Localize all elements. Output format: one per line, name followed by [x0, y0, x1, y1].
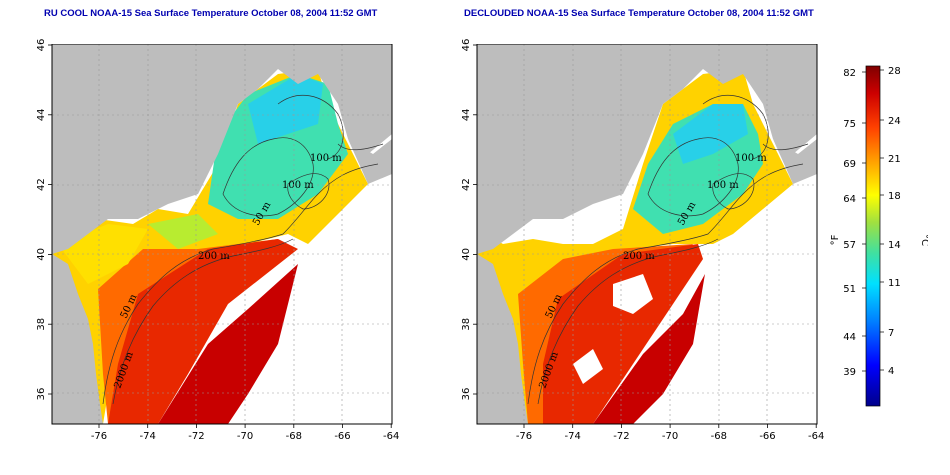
c-tick-label: 7 [888, 328, 894, 339]
fahrenheit-label: °F [830, 234, 841, 245]
sst-field-right [477, 69, 793, 424]
x-tick-label: -74 [565, 431, 581, 442]
temperature-colorbar: 82 75 69 64 57 51 44 39 28 24 21 18 14 11 7 4 °F °C [830, 65, 928, 407]
c-tick-label: 24 [888, 116, 901, 127]
f-tick-label: 39 [843, 367, 856, 378]
celsius-label: °C [919, 234, 928, 246]
y-tick-label: 38 [36, 318, 47, 331]
right-map-title: DECLOUDED NOAA-15 Sea Surface Temperatur… [464, 8, 814, 19]
x-tick-label: -70 [662, 431, 678, 442]
c-tick-label: 21 [888, 154, 901, 165]
land-left [52, 44, 392, 424]
colorbar-gradient [865, 65, 881, 407]
y-tick-label: 40 [461, 248, 472, 261]
x-tick-label: -72 [613, 431, 629, 442]
contour-label: 200 m [198, 251, 230, 262]
c-tick-label: 18 [888, 191, 901, 202]
contour-label: 100 m [735, 153, 767, 164]
x-tick-label: -68 [286, 431, 302, 442]
x-tick-label: -66 [334, 431, 350, 442]
bathymetry-contours-left [102, 95, 384, 405]
f-tick-label: 69 [843, 159, 856, 170]
x-tick-label: -64 [383, 431, 399, 442]
contour-label: 100 m [282, 180, 314, 191]
y-tick-label: 40 [36, 248, 47, 261]
x-tick-label: -70 [237, 431, 253, 442]
c-tick-label: 4 [888, 366, 894, 377]
x-tick-label: -76 [91, 431, 107, 442]
contour-label: 100 m [310, 153, 342, 164]
x-tick-label: -76 [516, 431, 532, 442]
c-tick-label: 11 [888, 278, 901, 289]
sst-field-left [52, 69, 368, 424]
y-tick-label: 44 [36, 108, 47, 121]
f-tick-label: 75 [843, 119, 856, 130]
y-tick-label: 42 [461, 178, 472, 191]
contour-label: 100 m [707, 180, 739, 191]
x-tick-label: -72 [188, 431, 204, 442]
right-map-panel: 100 m 100 m 50 m 200 m 50 m 2000 m [473, 44, 818, 426]
contour-label: 200 m [623, 251, 655, 262]
f-tick-label: 82 [843, 68, 856, 79]
x-tick-label: -64 [808, 431, 824, 442]
f-tick-label: 51 [843, 284, 856, 295]
c-tick-label: 14 [888, 240, 901, 251]
y-tick-label: 46 [36, 39, 47, 52]
f-tick-label: 44 [843, 332, 856, 343]
fahrenheit-ticks: 82 75 69 64 57 51 44 39 [843, 68, 866, 378]
y-tick-label: 36 [36, 388, 47, 401]
grid-left [52, 44, 392, 424]
map-frame: 100 m 100 m 50 m 200 m 50 m 2000 m [476, 44, 818, 425]
x-tick-label: -74 [140, 431, 156, 442]
bathymetry-contours-right [527, 95, 809, 405]
land-right [477, 44, 817, 424]
y-tick-label: 42 [36, 178, 47, 191]
f-tick-label: 64 [843, 194, 856, 205]
left-map-panel: 100 m 100 m 50 m 200 m 50 m 2000 m [48, 44, 393, 426]
celsius-ticks: 28 24 21 18 14 11 7 4 [880, 66, 901, 377]
y-tick-label: 44 [461, 108, 472, 121]
y-tick-label: 36 [461, 388, 472, 401]
y-tick-label: 46 [461, 39, 472, 52]
x-tick-label: -66 [759, 431, 775, 442]
map-frame: 100 m 100 m 50 m 200 m 50 m 2000 m [51, 44, 393, 425]
f-tick-label: 57 [843, 240, 856, 251]
y-tick-label: 38 [461, 318, 472, 331]
left-map-title: RU COOL NOAA-15 Sea Surface Temperature … [44, 8, 378, 19]
grid-right [477, 44, 817, 424]
x-tick-label: -68 [711, 431, 727, 442]
c-tick-label: 28 [888, 66, 901, 77]
